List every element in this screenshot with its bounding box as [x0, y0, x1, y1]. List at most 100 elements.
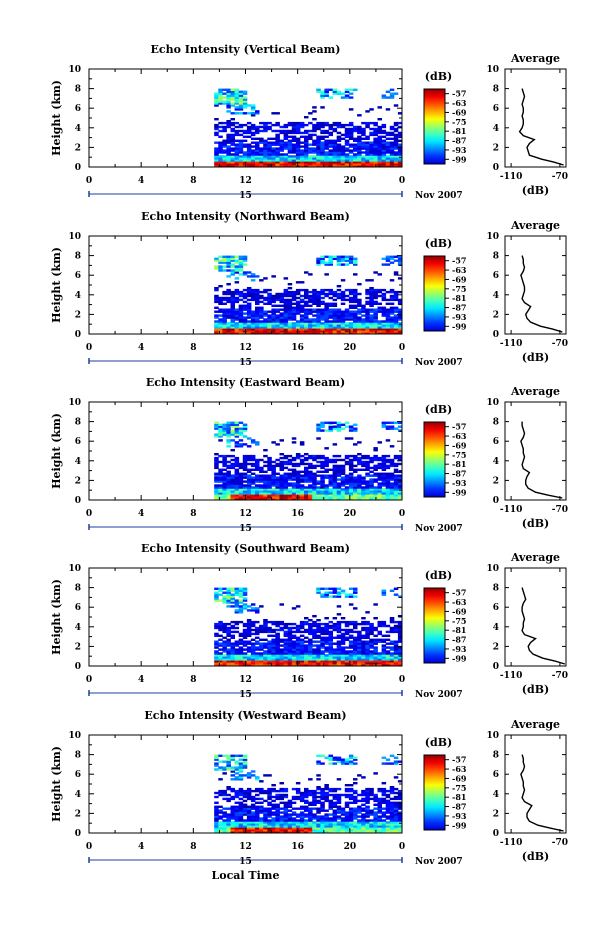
heatmap-cell [226, 639, 231, 641]
heatmap-cell [259, 301, 264, 303]
heatmap-cell [235, 422, 240, 424]
heatmap-cell [345, 426, 350, 428]
heatmap-cell [247, 299, 252, 301]
heatmap-cell [218, 142, 223, 144]
heatmap-cell [316, 588, 321, 590]
heatmap-cell [373, 603, 378, 605]
heatmap-cell [288, 322, 293, 324]
heatmap-cell [304, 644, 309, 646]
heatmap-cell [345, 124, 350, 126]
heatmap-cell [243, 316, 248, 318]
heatmap-cell [382, 488, 387, 490]
heatmap-cell [345, 309, 350, 311]
heatmap-cell [337, 482, 342, 484]
heatmap-cell [353, 808, 358, 810]
heatmap-cell [235, 806, 240, 808]
heatmap-cell [235, 112, 240, 114]
heatmap-cell [386, 291, 391, 293]
heatmap-cell [292, 307, 297, 309]
heatmap-cell [251, 132, 256, 134]
heatmap-cell [390, 482, 395, 484]
heatmap-cell [341, 424, 346, 426]
heatmap-cell [345, 140, 350, 142]
heatmap-cell [247, 144, 252, 146]
heatmap-cell [271, 629, 276, 631]
heatmap-cell [218, 806, 223, 808]
colorbar [424, 256, 445, 331]
heatmap-cell [222, 592, 227, 594]
heatmap-cell [345, 147, 350, 149]
heatmap-cell [235, 631, 240, 633]
heatmap-cell [353, 305, 358, 307]
profile-y-tick-label: 0 [493, 330, 499, 340]
heatmap-cell [247, 469, 252, 471]
heatmap-cell [378, 106, 383, 108]
heatmap-cell [357, 126, 362, 128]
x-tick-label: 8 [190, 343, 196, 353]
heatmap-cell [259, 138, 264, 140]
heatmap-cell [239, 639, 244, 641]
heatmap-cell [382, 289, 387, 291]
heatmap-cell [251, 273, 256, 275]
heatmap-cell [222, 309, 227, 311]
heatmap-cell [394, 151, 399, 153]
heatmap-cell [243, 130, 248, 132]
heatmap-cell [255, 275, 260, 277]
heatmap-cell [345, 299, 350, 301]
heatmap-cell [259, 320, 264, 322]
heatmap-cell [226, 623, 231, 625]
heatmap-cell [386, 815, 391, 817]
heatmap-cell [218, 439, 223, 441]
heatmap-cell [300, 459, 305, 461]
heatmap-cell [349, 311, 354, 313]
heatmap-cell [373, 473, 378, 475]
heatmap-cell [349, 149, 354, 151]
heatmap-cell [255, 806, 260, 808]
heatmap-cell [218, 155, 223, 157]
heatmap-cell [386, 263, 391, 265]
heatmap-cell [320, 301, 325, 303]
heatmap-cell [386, 459, 391, 461]
heatmap-cell [271, 621, 276, 623]
y-tick-label: 6 [75, 271, 81, 281]
colorbar-unit: (dB) [425, 403, 452, 416]
heatmap-cell [280, 648, 285, 650]
heatmap-cell [320, 637, 325, 639]
y-axis-label: Height (km) [50, 413, 63, 489]
heatmap-cell [329, 800, 334, 802]
heatmap-cell [255, 627, 260, 629]
heatmap-cell [357, 316, 362, 318]
heatmap-cell [243, 435, 248, 437]
heatmap-cell [382, 644, 387, 646]
heatmap-cell [271, 142, 276, 144]
heatmap-cell [320, 309, 325, 311]
heatmap-cell [394, 134, 399, 136]
heatmap-cell [275, 293, 280, 295]
heatmap-cell [353, 477, 358, 479]
heatmap-cell [275, 477, 280, 479]
heatmap-cell [280, 305, 285, 307]
heatmap-cell [361, 138, 366, 140]
heatmap-cell [337, 621, 342, 623]
heatmap-cell [382, 130, 387, 132]
heatmap-cell [353, 588, 358, 590]
heatmap-cell [333, 303, 338, 305]
heatmap-cell [300, 289, 305, 291]
x-tick-label: 20 [344, 176, 357, 186]
heatmap-cell [316, 437, 321, 439]
heatmap-cell [369, 478, 374, 480]
heatmap-cell [292, 441, 297, 443]
heatmap-cell [382, 293, 387, 295]
heatmap-cell [386, 132, 391, 134]
heatmap-cell [378, 136, 383, 138]
heatmap-cell [349, 473, 354, 475]
heatmap-cell [378, 441, 383, 443]
heatmap-cell [231, 821, 236, 823]
heatmap-cell [386, 439, 391, 441]
heatmap-cell [357, 441, 362, 443]
heatmap-cell [316, 808, 321, 810]
heatmap-cell [284, 299, 289, 301]
heatmap-cell [255, 110, 260, 112]
heatmap-cell [267, 627, 272, 629]
